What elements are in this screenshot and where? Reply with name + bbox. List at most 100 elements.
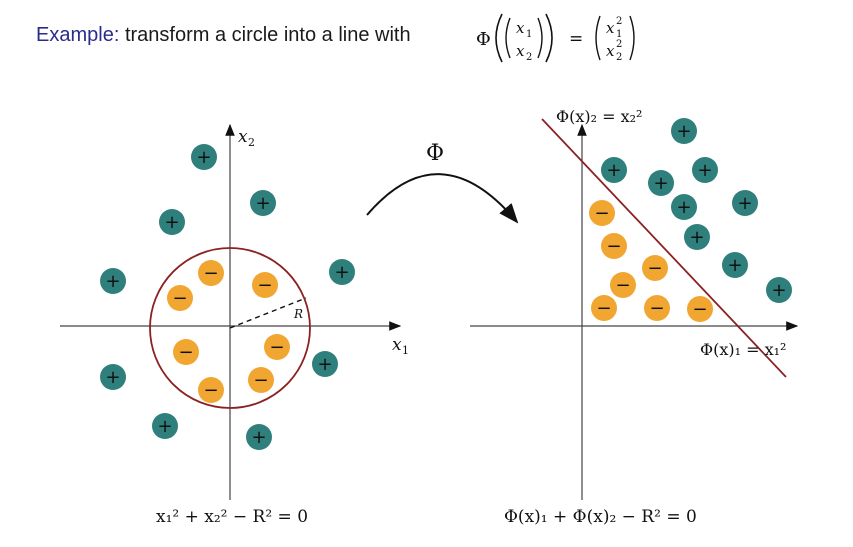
- minus-sign: −: [594, 203, 609, 224]
- vec-y2-sup: 2: [616, 39, 622, 50]
- positive-point: +: [250, 190, 276, 216]
- negative-point-circle: [591, 295, 617, 321]
- vec-x1-sub: 1: [526, 29, 532, 40]
- plus-sign: +: [105, 367, 120, 388]
- vec-x2: x: [516, 42, 525, 60]
- left-plot: x 1 x 2 R x₁² + x₂² − R² = 0: [60, 123, 409, 527]
- plus-sign: +: [697, 160, 712, 181]
- positive-point-circle: [648, 170, 674, 196]
- minus-sign: −: [596, 298, 611, 319]
- decision-circle: [149, 247, 311, 409]
- positive-point-circle: [766, 277, 792, 303]
- minus-sign: −: [203, 380, 218, 401]
- vec-y1-sup: 2: [616, 16, 622, 27]
- positive-point: +: [671, 118, 697, 144]
- plus-sign: +: [251, 427, 266, 448]
- negative-point-circle: [198, 377, 224, 403]
- slide-title: Example: transform a circle into a line …: [36, 24, 411, 47]
- transform-arrow-curve: [366, 173, 519, 224]
- right-x-axis-label: Φ(x)₁ = x₁²: [700, 340, 786, 359]
- negative-point: −: [642, 255, 668, 281]
- positive-point-circle: [671, 118, 697, 144]
- left-y-axis-label: x: [238, 127, 248, 147]
- positive-point-circle: [722, 252, 748, 278]
- negative-point-circle: [264, 334, 290, 360]
- minus-sign: −: [606, 236, 621, 257]
- negative-point: −: [198, 260, 224, 286]
- positive-point-circle: [246, 424, 272, 450]
- left-equation: x₁² + x₂² − R² = 0: [156, 507, 308, 527]
- plus-sign: +: [196, 147, 211, 168]
- vec-y2: x: [606, 42, 615, 60]
- left-y-axis-sub: 2: [248, 136, 255, 149]
- positive-point: +: [100, 364, 126, 390]
- title-text: transform a circle into a line with: [124, 24, 411, 46]
- negative-point-circle: [644, 295, 670, 321]
- plus-sign: +: [606, 160, 621, 181]
- positive-point: +: [329, 259, 355, 285]
- positive-point: +: [100, 268, 126, 294]
- plus-sign: +: [157, 416, 172, 437]
- minus-sign: −: [257, 275, 272, 296]
- negative-point-circle: [610, 272, 636, 298]
- negative-point: −: [198, 377, 224, 403]
- plus-sign: +: [317, 354, 332, 375]
- positive-point: +: [152, 413, 178, 439]
- positive-point-circle: [100, 268, 126, 294]
- positive-point: +: [312, 351, 338, 377]
- plus-sign: +: [334, 262, 349, 283]
- negative-point: −: [252, 272, 278, 298]
- positive-point-circle: [312, 351, 338, 377]
- minus-sign: −: [253, 370, 268, 391]
- negative-point-circle: [252, 272, 278, 298]
- positive-point-circle: [692, 157, 718, 183]
- plus-sign: +: [727, 255, 742, 276]
- negative-point-circle: [601, 233, 627, 259]
- plus-sign: +: [653, 173, 668, 194]
- equals-sign: =: [569, 29, 583, 49]
- negative-point-circle: [167, 285, 193, 311]
- plus-sign: +: [676, 121, 691, 142]
- negative-point: −: [167, 285, 193, 311]
- negative-point: −: [589, 200, 615, 226]
- right-equation: Φ(x)₁ + Φ(x)₂ − R² = 0: [504, 507, 697, 527]
- vec-y1-sub: 1: [616, 29, 622, 40]
- mapping-formula: Φ x 1 x 2 = x 2 1 x 2 2: [476, 13, 635, 63]
- negative-point: −: [687, 296, 713, 322]
- negative-point: −: [601, 233, 627, 259]
- negative-point-circle: [198, 260, 224, 286]
- negative-point-circle: [687, 296, 713, 322]
- vec-y1: x: [606, 19, 615, 37]
- transform-arrow-label: Φ: [426, 141, 444, 166]
- minus-sign: −: [647, 258, 662, 279]
- decision-line: [541, 118, 787, 378]
- positive-point-circle: [732, 190, 758, 216]
- positive-point-circle: [100, 364, 126, 390]
- minus-sign: −: [649, 298, 664, 319]
- radius-line: [229, 297, 307, 329]
- data-points: ++++ +++++−−−− −− −++ +++ ++++−−−−− − −: [100, 118, 792, 450]
- transform-arrow: Φ: [366, 141, 519, 224]
- positive-point-circle: [601, 157, 627, 183]
- positive-point: +: [191, 144, 217, 170]
- negative-point: −: [591, 295, 617, 321]
- positive-point-circle: [671, 194, 697, 220]
- plus-sign: +: [737, 193, 752, 214]
- positive-point: +: [159, 209, 185, 235]
- plus-sign: +: [105, 271, 120, 292]
- positive-point-circle: [329, 259, 355, 285]
- negative-point: −: [644, 295, 670, 321]
- negative-point-circle: [642, 255, 668, 281]
- minus-sign: −: [203, 263, 218, 284]
- phi-symbol: Φ: [476, 29, 491, 50]
- positive-point: +: [648, 170, 674, 196]
- negative-point: −: [264, 334, 290, 360]
- vec-x1: x: [516, 19, 525, 37]
- vec-y2-sub: 2: [616, 52, 622, 63]
- negative-point: −: [610, 272, 636, 298]
- title-lead: Example:: [36, 24, 120, 46]
- right-y-axis-label: Φ(x)₂ = x₂²: [556, 107, 642, 126]
- positive-point: +: [671, 194, 697, 220]
- positive-point: +: [246, 424, 272, 450]
